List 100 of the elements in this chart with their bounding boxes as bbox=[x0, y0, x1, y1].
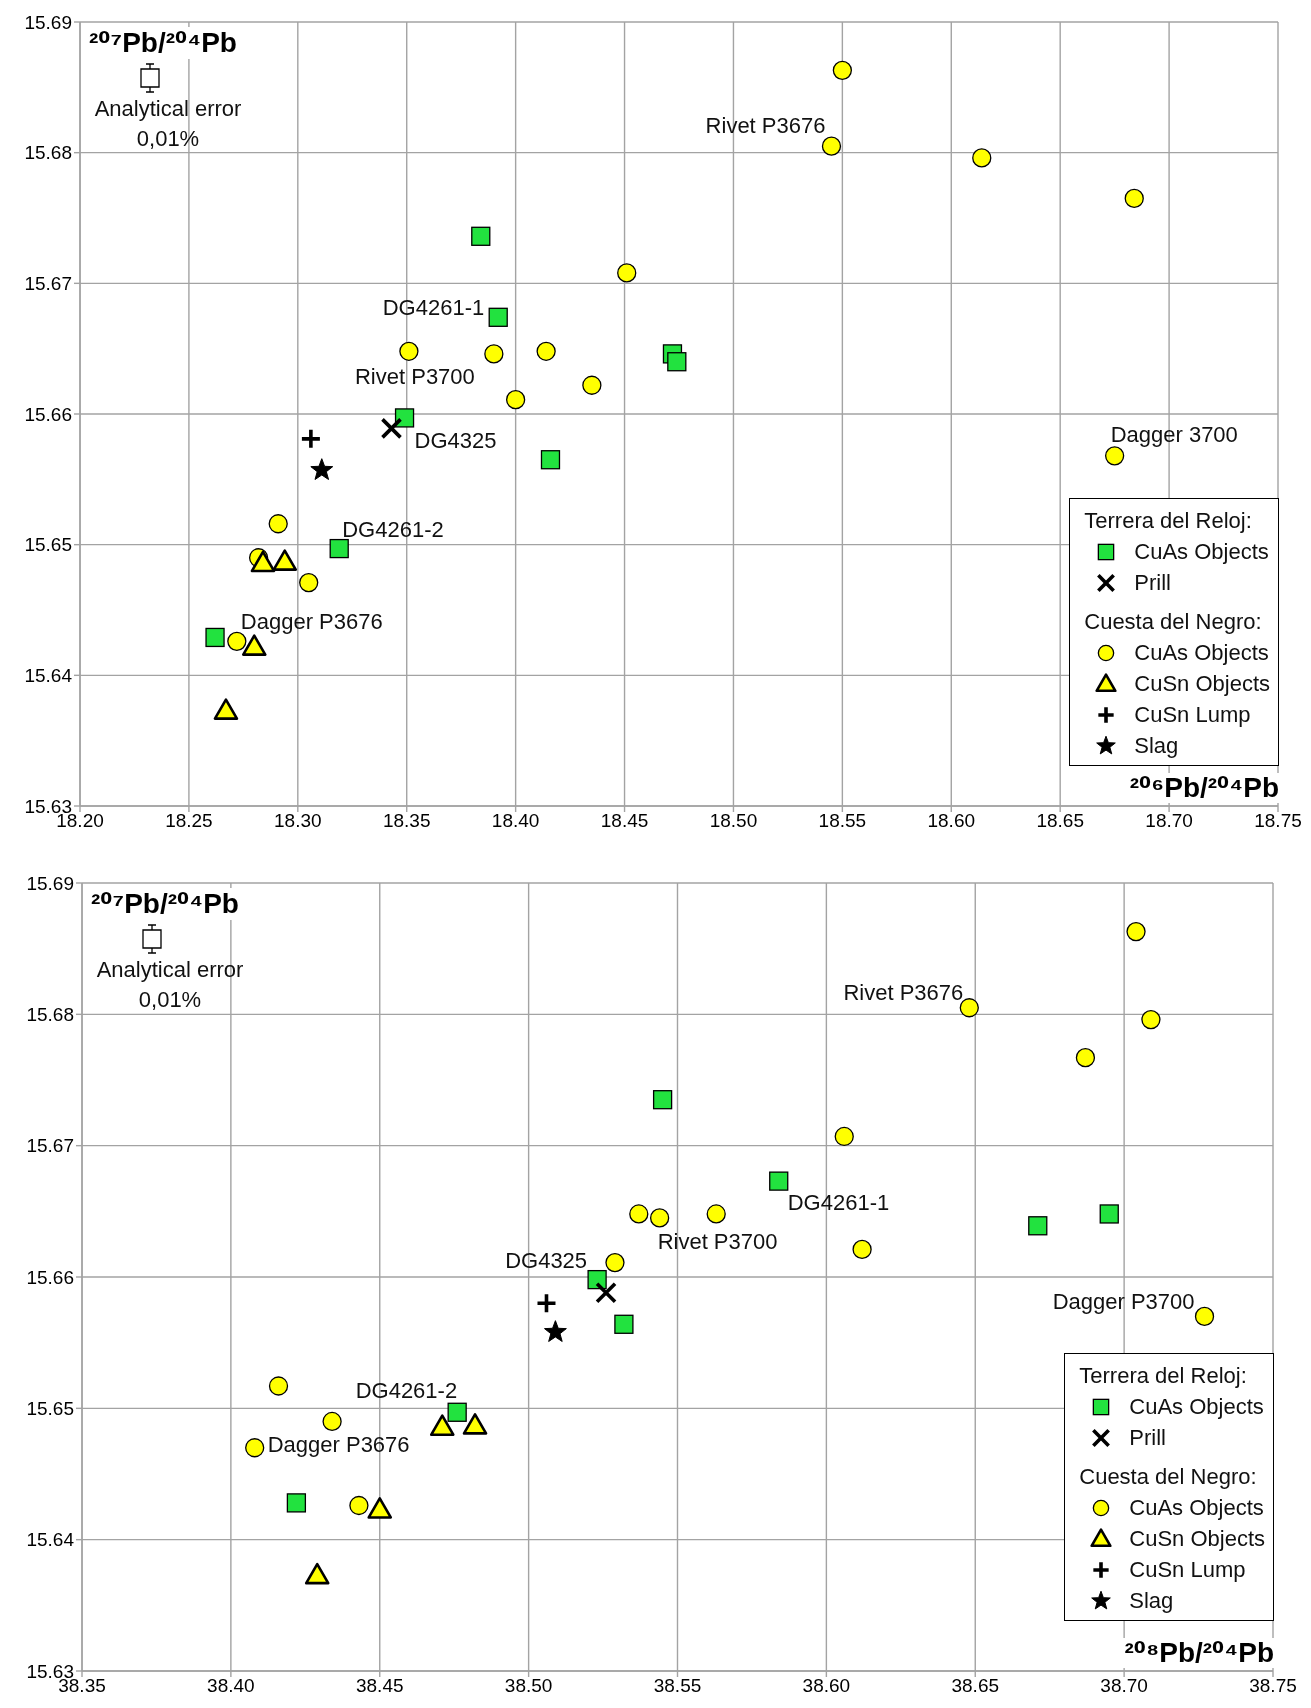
legend-label: CuAs Objects bbox=[1134, 538, 1269, 566]
y-tick-label: 15.65 bbox=[26, 1398, 74, 1420]
x-tick-label: 38.75 bbox=[1249, 1675, 1297, 1697]
point bbox=[959, 998, 979, 1018]
point bbox=[652, 1090, 673, 1110]
x-tick-label: 38.70 bbox=[1100, 1675, 1148, 1697]
y-tick-label: 15.66 bbox=[26, 1266, 74, 1288]
point bbox=[268, 514, 288, 534]
x-tick-label: 18.30 bbox=[274, 810, 322, 832]
point bbox=[205, 627, 225, 648]
annotation: Dagger P3700 bbox=[1052, 1289, 1195, 1315]
legend-title: Terrera del Reloj: bbox=[1083, 507, 1253, 535]
y-tick-label: 15.69 bbox=[26, 872, 74, 894]
x-tick-label: 38.55 bbox=[653, 1675, 702, 1697]
annotation: DG4325 bbox=[505, 1247, 588, 1273]
point bbox=[380, 417, 403, 440]
point bbox=[1141, 1009, 1161, 1030]
point bbox=[649, 1208, 670, 1228]
point bbox=[629, 1204, 649, 1224]
y-axis-title: ²⁰⁷Pb/²⁰⁴Pb bbox=[86, 27, 240, 59]
point bbox=[272, 549, 298, 571]
point bbox=[471, 226, 491, 246]
point bbox=[706, 1204, 726, 1224]
point bbox=[399, 341, 419, 361]
y-tick-label: 15.65 bbox=[24, 534, 72, 556]
point bbox=[268, 1376, 289, 1396]
point bbox=[488, 307, 508, 327]
x-tick-label: 38.60 bbox=[802, 1675, 851, 1697]
legend-label: CuAs Objects bbox=[1129, 1393, 1264, 1421]
y-axis-title: ²⁰⁷Pb/²⁰⁴Pb bbox=[88, 888, 242, 920]
annotation: Rivet P3700 bbox=[657, 1228, 778, 1254]
y-tick-label: 15.67 bbox=[24, 273, 72, 295]
annotation: DG4325 bbox=[414, 427, 497, 453]
annotation: Rivet P3676 bbox=[843, 979, 964, 1005]
point bbox=[832, 60, 853, 80]
point bbox=[241, 634, 267, 656]
y-tick-label: 15.68 bbox=[24, 142, 72, 164]
legend-label: CuAs Objects bbox=[1134, 639, 1269, 667]
legend-label: Slag bbox=[1134, 732, 1179, 760]
point bbox=[614, 1314, 634, 1334]
annotation: DG4261-2 bbox=[342, 516, 444, 542]
annotation: Dagger P3676 bbox=[240, 609, 383, 635]
point bbox=[595, 1281, 617, 1304]
point bbox=[310, 458, 334, 480]
point bbox=[367, 1497, 393, 1519]
point bbox=[429, 1414, 455, 1437]
point bbox=[540, 450, 561, 470]
point bbox=[617, 263, 637, 283]
legend-label: CuSn Lump bbox=[1129, 1556, 1246, 1584]
x-tick-label: 38.50 bbox=[504, 1675, 553, 1697]
x-tick-label: 18.35 bbox=[382, 810, 431, 832]
legend-label: CuSn Objects bbox=[1134, 670, 1270, 698]
x-tick-label: 18.25 bbox=[165, 810, 213, 832]
legend-label: Prill bbox=[1134, 569, 1171, 597]
point bbox=[1126, 921, 1146, 942]
point bbox=[1194, 1306, 1215, 1327]
x-tick-label: 18.65 bbox=[1036, 810, 1084, 832]
point bbox=[300, 428, 322, 450]
y-tick-label: 15.67 bbox=[26, 1135, 74, 1157]
point bbox=[543, 1320, 567, 1342]
y-tick-label: 15.64 bbox=[24, 665, 73, 687]
annotation: Dagger P3676 bbox=[267, 1431, 410, 1457]
x-axis-title: ²⁰⁸Pb/²⁰⁴Pb bbox=[1121, 1637, 1277, 1668]
point bbox=[821, 136, 842, 156]
y-tick-label: 15.68 bbox=[26, 1004, 74, 1026]
annotation: DG4261-1 bbox=[382, 295, 485, 321]
legend-label: CuSn Lump bbox=[1134, 701, 1251, 729]
annotation: Rivet P3700 bbox=[354, 364, 475, 390]
annotation: Cuesta del Negro: bbox=[1083, 608, 1263, 636]
point bbox=[536, 341, 556, 361]
y-tick-label: 15.66 bbox=[24, 403, 72, 425]
annotation: Dagger 3700 bbox=[1110, 421, 1238, 447]
point bbox=[286, 1493, 307, 1513]
point bbox=[605, 1252, 625, 1273]
annotation: DG4261-1 bbox=[787, 1190, 890, 1216]
y-tick-label: 15.69 bbox=[24, 11, 72, 33]
x-tick-label: 18.40 bbox=[491, 810, 540, 832]
point bbox=[349, 1495, 369, 1516]
x-tick-label: 18.50 bbox=[709, 810, 758, 832]
x-tick-label: 38.65 bbox=[951, 1675, 1000, 1697]
x-tick-label: 18.45 bbox=[600, 810, 649, 832]
point bbox=[1028, 1216, 1048, 1236]
x-tick-label: 18.55 bbox=[818, 810, 867, 832]
point bbox=[587, 1269, 607, 1290]
annotation: Analytical error 0,01% bbox=[95, 956, 245, 1014]
x-axis-title: ²⁰⁶Pb/²⁰⁴Pb bbox=[1126, 772, 1282, 803]
point bbox=[1099, 1204, 1119, 1224]
point bbox=[462, 1413, 488, 1435]
point bbox=[505, 389, 526, 410]
legend-label: CuSn Objects bbox=[1129, 1525, 1265, 1553]
point bbox=[535, 1292, 558, 1315]
x-tick-label: 18.60 bbox=[927, 810, 976, 832]
point bbox=[245, 1438, 265, 1458]
annotation: DG4261-2 bbox=[355, 1378, 458, 1404]
legend-label: Slag bbox=[1129, 1587, 1174, 1615]
annotation: Analytical error 0,01% bbox=[93, 95, 243, 153]
x-tick-label: 38.45 bbox=[355, 1675, 404, 1697]
x-tick-label: 38.40 bbox=[207, 1675, 255, 1697]
annotation: Cuesta del Negro: bbox=[1078, 1463, 1258, 1491]
point bbox=[213, 698, 239, 720]
